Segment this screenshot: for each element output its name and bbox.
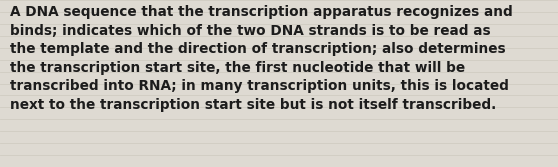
Text: A DNA sequence that the transcription apparatus recognizes and
binds; indicates : A DNA sequence that the transcription ap… — [10, 5, 513, 112]
